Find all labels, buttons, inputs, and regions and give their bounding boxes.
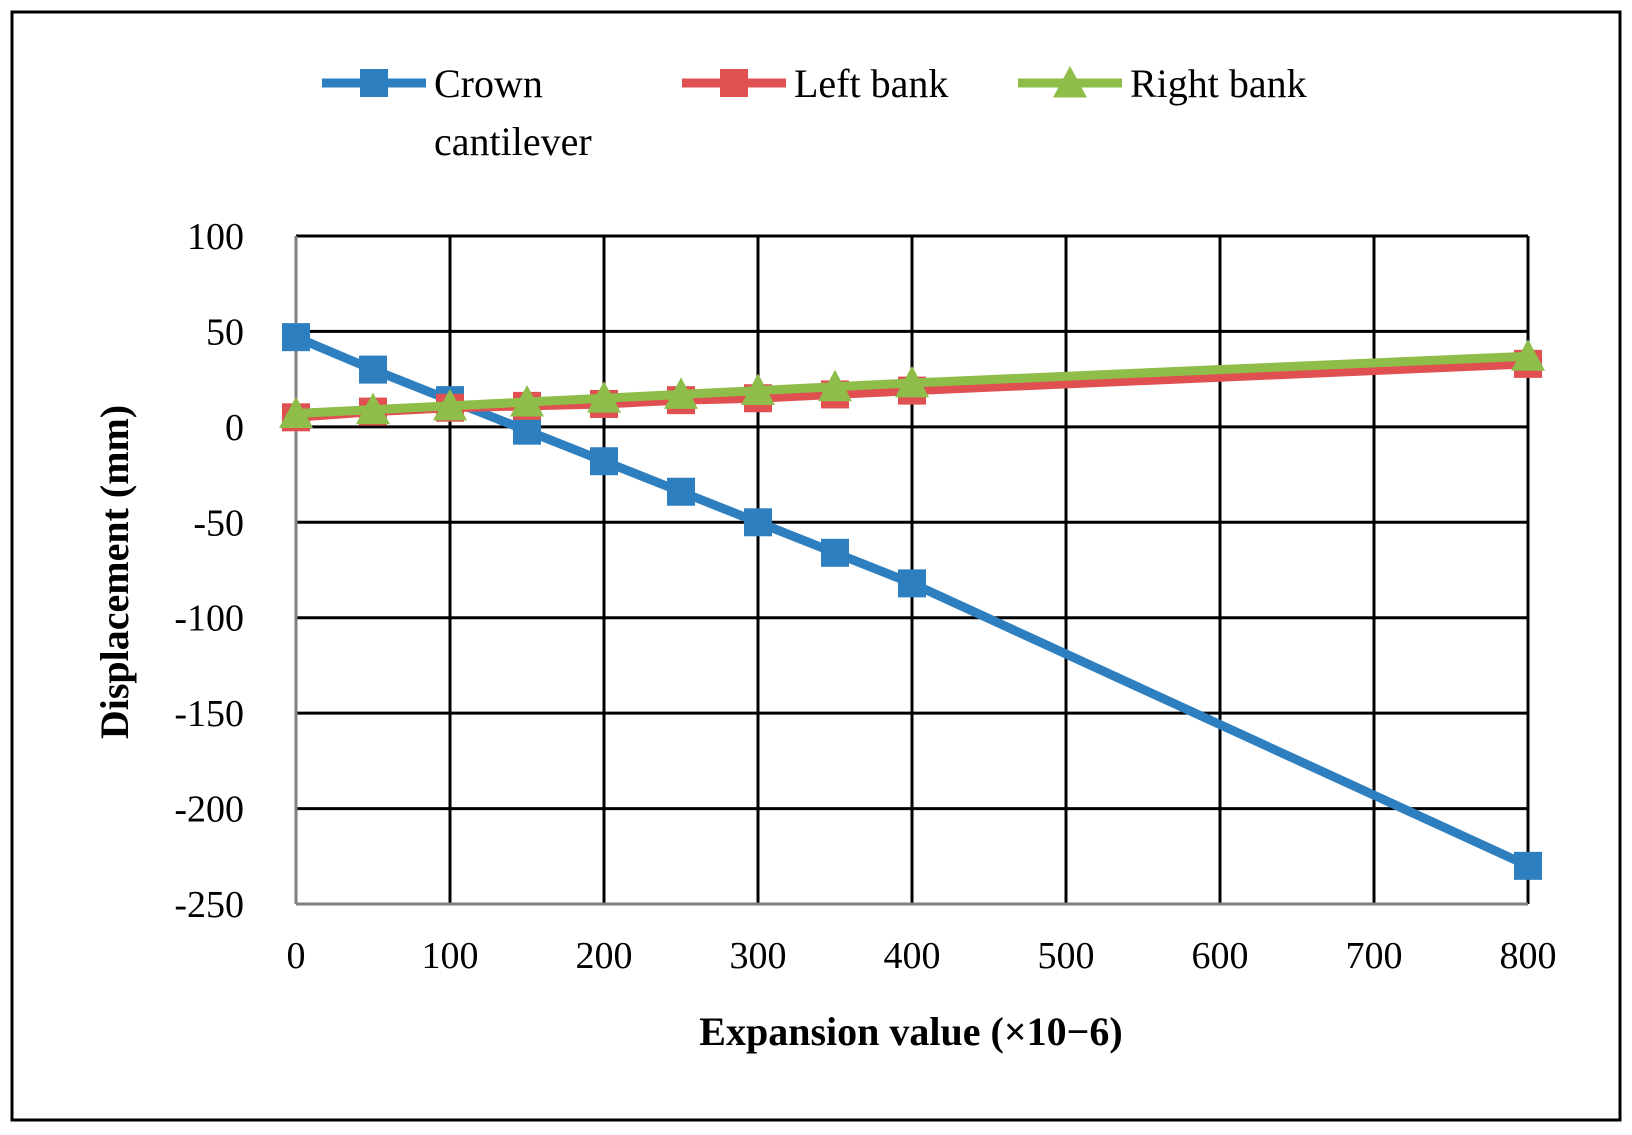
y-tick--250: -250	[174, 884, 244, 926]
series-2-point-8	[895, 365, 929, 398]
series-2-point-5	[664, 377, 698, 409]
series-0-point-4	[590, 447, 618, 476]
legend-marker-1	[720, 69, 748, 97]
x-tick-700: 700	[1346, 935, 1403, 977]
y-tick--200: -200	[174, 789, 244, 831]
y-tick-0: 0	[225, 407, 244, 449]
series-2-point-9	[1511, 339, 1545, 371]
series-0-point-8	[898, 569, 926, 598]
series-line-0	[294, 333, 1530, 870]
series-2-point-0	[279, 396, 313, 428]
y-tick-100: 100	[187, 216, 244, 258]
series-0-point-0	[282, 323, 310, 352]
series-0-point-7	[821, 538, 849, 567]
x-axis-title: Expansion value (×10−6)	[699, 1009, 1122, 1054]
x-tick-600: 600	[1192, 935, 1249, 977]
y-tick--50: -50	[193, 502, 244, 544]
y-tick--150: -150	[174, 693, 244, 735]
series-2-point-3	[510, 385, 544, 417]
x-tick-300: 300	[730, 935, 787, 977]
series-2	[279, 339, 1545, 428]
legend-entry-1: Left bank	[682, 61, 948, 106]
x-tick-200: 200	[576, 935, 633, 977]
grid	[296, 234, 1530, 904]
y-tick-labels: 100 50 0 -50 -100 -150 -200 -250	[174, 216, 244, 926]
y-tick--100: -100	[174, 598, 244, 640]
series-0-point-3	[513, 416, 541, 445]
x-tick-500: 500	[1038, 935, 1095, 977]
series-2-point-7	[818, 369, 852, 402]
legend-marker-0	[360, 69, 388, 97]
series-layer	[279, 323, 1545, 880]
series-0-point-5	[667, 477, 695, 506]
series-2-point-6	[741, 373, 775, 406]
legend-marker-2	[1053, 66, 1087, 98]
x-tick-400: 400	[884, 935, 941, 977]
x-tick-0: 0	[287, 935, 306, 977]
x-tick-800: 800	[1500, 935, 1557, 977]
series-0-point-1	[359, 355, 387, 384]
series-2-point-2	[433, 388, 467, 421]
y-tick-50: 50	[206, 311, 244, 353]
y-axis-title: Displacement (mm)	[92, 405, 137, 739]
legend-label-1-0: Left bank	[794, 61, 948, 106]
legend: Crown cantilever Left bank Right bank	[322, 61, 1307, 164]
legend-entry-0: Crown cantilever	[322, 61, 592, 164]
series-line-2	[295, 351, 1529, 418]
legend-label-0-1: cantilever	[434, 119, 592, 164]
chart-frame	[10, 10, 1622, 1122]
legend-entry-2: Right bank	[1018, 61, 1307, 106]
series-0-point-6	[744, 508, 772, 537]
series-2-point-1	[356, 392, 390, 425]
series-0	[282, 323, 1542, 880]
series-0-point-9	[1514, 851, 1542, 880]
legend-label-2-0: Right bank	[1130, 61, 1307, 106]
x-tick-100: 100	[422, 935, 479, 977]
x-tick-labels: 0 100 200 300 400 500 600 700 800	[287, 935, 1557, 977]
series-2-point-4	[587, 381, 621, 413]
legend-label-0-0: Crown	[434, 61, 543, 106]
